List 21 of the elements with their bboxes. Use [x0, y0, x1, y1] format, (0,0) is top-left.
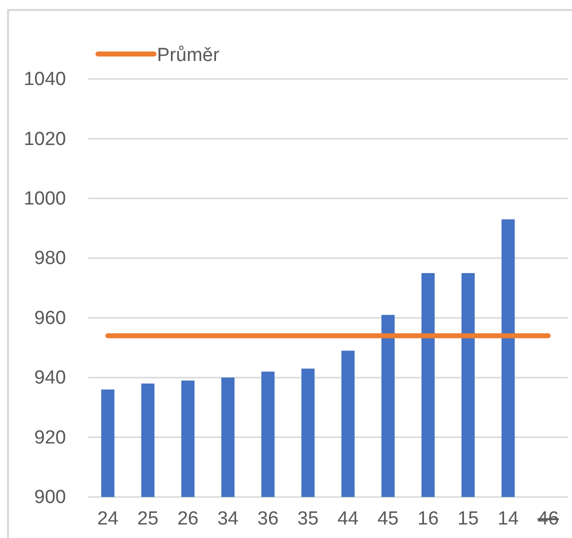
- y-tick-label: 980: [34, 248, 66, 270]
- y-tick-label: 1040: [24, 69, 66, 90]
- x-tick-label: 35: [297, 508, 319, 530]
- y-tick-label: 900: [34, 487, 66, 508]
- x-tick-label: 15: [458, 508, 479, 530]
- x-tick-label: 46: [538, 508, 559, 530]
- y-tick-label: 920: [34, 427, 66, 448]
- y-tick-label: 1020: [24, 128, 66, 150]
- x-tick-label: 34: [217, 508, 239, 530]
- y-tick-label: 1000: [24, 188, 66, 210]
- x-tick-label: 14: [498, 508, 520, 530]
- y-tick-label: 960: [34, 308, 66, 329]
- x-tick-label: 24: [97, 508, 119, 530]
- x-tick-label: 45: [377, 508, 399, 530]
- x-tick-label: 26: [177, 508, 198, 530]
- y-tick-label: 940: [34, 368, 66, 389]
- x-tick-label: 25: [137, 508, 158, 530]
- legend-label: Průměr: [157, 45, 220, 66]
- x-tick-label: 16: [418, 508, 439, 530]
- x-tick-label: 36: [257, 508, 279, 530]
- x-tick-label: 44: [337, 508, 360, 530]
